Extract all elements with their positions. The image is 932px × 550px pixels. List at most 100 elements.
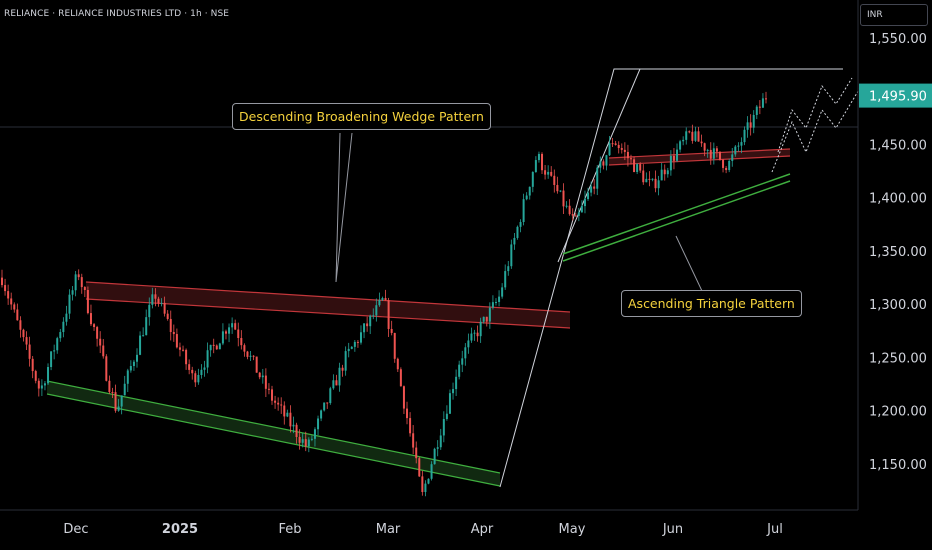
y-tick-label: 1,400.00 xyxy=(869,192,927,207)
candle xyxy=(83,286,86,297)
candle xyxy=(22,328,25,342)
candle xyxy=(111,387,114,398)
candle xyxy=(436,440,439,457)
currency-button[interactable]: INR xyxy=(860,4,928,26)
candle xyxy=(369,314,372,335)
candle xyxy=(577,207,580,222)
candle xyxy=(86,286,89,315)
candle xyxy=(580,200,583,213)
candle xyxy=(461,350,464,373)
x-tick-label: Jun xyxy=(662,522,683,537)
candle xyxy=(749,114,752,136)
candle xyxy=(657,175,660,196)
candle xyxy=(393,332,396,363)
candle xyxy=(289,405,292,433)
candle xyxy=(243,343,246,357)
ascending-triangle-label[interactable]: Ascending Triangle Pattern xyxy=(621,290,802,317)
candle xyxy=(421,470,424,496)
candle xyxy=(491,295,494,310)
candle xyxy=(562,183,565,215)
candle xyxy=(399,367,402,387)
candle xyxy=(132,359,135,371)
candle xyxy=(669,150,672,176)
candle xyxy=(80,273,83,294)
candle xyxy=(307,437,310,453)
candle xyxy=(666,167,669,178)
x-tick-label: Jul xyxy=(766,522,783,537)
candle xyxy=(102,339,105,359)
candle xyxy=(182,345,185,352)
candle xyxy=(258,371,261,380)
candle xyxy=(350,346,353,350)
candle xyxy=(636,163,639,175)
candle xyxy=(731,147,734,167)
candle xyxy=(344,346,347,376)
candle xyxy=(691,124,694,144)
candle xyxy=(458,360,461,380)
candle xyxy=(372,308,375,320)
candle xyxy=(633,156,636,173)
candle xyxy=(448,389,451,414)
candle xyxy=(215,344,218,350)
candle xyxy=(129,360,132,373)
triangle-resistance-upper xyxy=(608,148,791,159)
candle xyxy=(755,105,758,120)
candle xyxy=(574,212,577,217)
wedge-callout-pointer xyxy=(335,132,353,283)
candle xyxy=(706,148,709,158)
candle xyxy=(47,363,50,385)
candle xyxy=(547,165,550,179)
candle xyxy=(645,172,648,183)
candle xyxy=(663,164,666,181)
candle xyxy=(504,264,507,290)
candle xyxy=(160,298,163,307)
candle xyxy=(347,342,350,358)
candle xyxy=(651,178,654,182)
candle xyxy=(68,289,71,320)
candle xyxy=(688,130,691,134)
candle xyxy=(501,283,504,299)
triangle-resistance-band xyxy=(609,149,790,165)
candle xyxy=(593,179,596,195)
candle xyxy=(485,316,488,327)
candle xyxy=(59,328,62,342)
y-tick-label: 1,350.00 xyxy=(869,245,927,260)
candle xyxy=(725,166,728,174)
candle xyxy=(1,269,3,288)
candle xyxy=(433,447,436,465)
candle xyxy=(605,154,608,171)
candle xyxy=(142,327,145,337)
wedge-support-band xyxy=(47,381,500,486)
candle xyxy=(571,208,574,221)
wedge-resistance-band xyxy=(86,282,570,328)
triangle-callout-pointer xyxy=(675,235,714,292)
candle xyxy=(473,329,476,341)
triangle-support-upper xyxy=(562,173,791,255)
candle xyxy=(498,290,501,307)
candle xyxy=(292,416,295,434)
candle xyxy=(197,368,200,385)
candle xyxy=(191,366,194,380)
candle xyxy=(390,320,393,336)
symbol-title: RELIANCE · RELIANCE INDUSTRIES LTD · 1h … xyxy=(4,9,230,19)
broadening-wedge-label[interactable]: Descending Broadening Wedge Pattern xyxy=(232,103,491,130)
candle xyxy=(200,364,203,379)
candle xyxy=(185,348,188,370)
candle xyxy=(25,331,28,351)
candle xyxy=(271,385,274,405)
candle xyxy=(672,147,675,170)
x-tick-label: Feb xyxy=(278,522,301,537)
y-tick-label: 1,550.00 xyxy=(869,32,927,47)
candle xyxy=(203,360,206,377)
candle xyxy=(194,370,197,387)
x-tick-label: Apr xyxy=(471,522,494,537)
candle xyxy=(476,325,479,342)
candle xyxy=(442,411,445,443)
projection-zigzag-bottom xyxy=(771,87,861,173)
triangle-support-lower xyxy=(562,180,791,262)
candle xyxy=(427,478,430,485)
candle xyxy=(13,302,16,313)
x-tick-label: Dec xyxy=(63,522,88,537)
candle xyxy=(301,433,304,448)
